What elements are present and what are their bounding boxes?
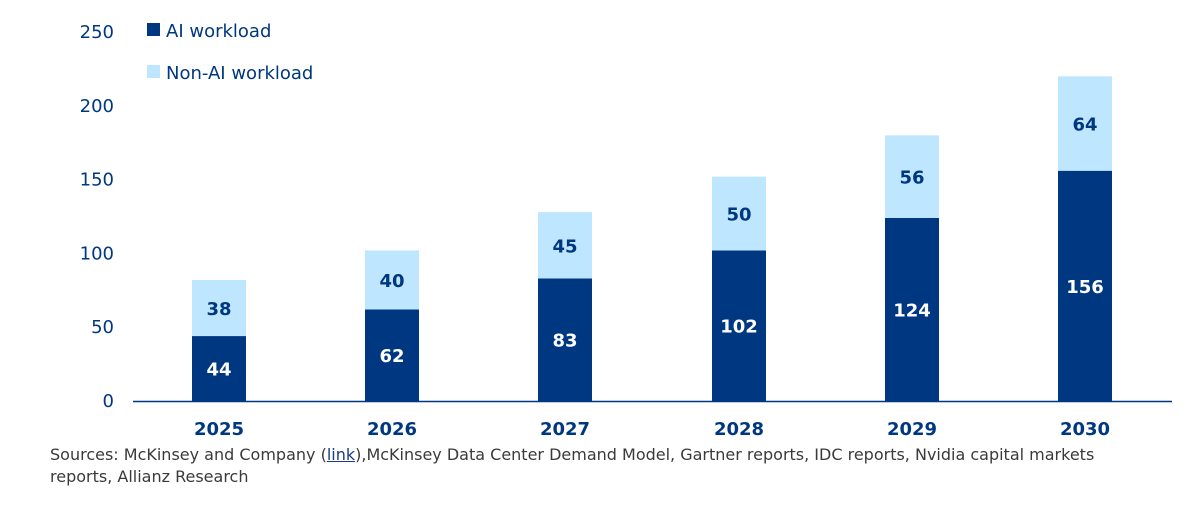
legend-swatch [147, 65, 160, 78]
sources-note: Sources: McKinsey and Company (link),McK… [50, 444, 1160, 488]
data-label-non-ai-workload: 40 [379, 271, 404, 292]
bar-non-ai-workload [1058, 76, 1112, 171]
x-tick-label: 2025 [194, 419, 244, 440]
x-tick-label: 2028 [714, 419, 764, 440]
y-tick-label: 200 [80, 96, 114, 117]
legend-swatch [147, 23, 160, 36]
data-label-ai-workload: 62 [379, 346, 404, 367]
legend-label: AI workload [166, 21, 271, 42]
x-tick-label: 2027 [540, 419, 590, 440]
sources-prefix: Sources: McKinsey and Company ( [50, 445, 327, 464]
bar-non-ai-workload [365, 250, 419, 310]
y-tick-label: 150 [80, 170, 114, 191]
stacked-bar-chart: 0 50 100 150 200 250 44 38 2025 62 40 2026 83 45 2027 1… [80, 21, 1172, 440]
sources-suffix: ),McKinsey Data Center Demand Model, Gar… [50, 445, 1095, 486]
data-label-non-ai-workload: 56 [899, 168, 924, 189]
y-tick-label: 50 [91, 317, 114, 338]
data-label-ai-workload: 102 [720, 317, 758, 338]
bar-ai-workload [365, 309, 419, 401]
x-tick-label: 2029 [887, 419, 937, 440]
bar-ai-workload [192, 336, 246, 401]
data-label-ai-workload: 83 [552, 331, 577, 352]
y-tick-label: 0 [103, 391, 114, 412]
bar-non-ai-workload [712, 176, 766, 251]
bar-ai-workload [885, 217, 939, 401]
bar-ai-workload [538, 278, 592, 401]
y-tick-label: 100 [80, 243, 114, 264]
data-label-ai-workload: 156 [1066, 277, 1104, 298]
y-tick-label: 250 [80, 22, 114, 43]
data-label-non-ai-workload: 64 [1072, 115, 1097, 136]
data-label-ai-workload: 44 [206, 360, 231, 381]
data-label-non-ai-workload: 38 [206, 299, 231, 320]
data-label-ai-workload: 124 [893, 300, 931, 321]
data-label-non-ai-workload: 45 [552, 236, 577, 257]
x-tick-label: 2030 [1060, 419, 1110, 440]
sources-link[interactable]: link [326, 445, 356, 464]
bar-ai-workload [1058, 170, 1112, 401]
legend-label: Non-AI workload [166, 63, 313, 84]
data-label-non-ai-workload: 50 [726, 205, 751, 226]
bar-non-ai-workload [538, 212, 592, 279]
bar-non-ai-workload [885, 135, 939, 218]
x-tick-label: 2026 [367, 419, 417, 440]
bar-non-ai-workload [192, 279, 246, 337]
bar-ai-workload [712, 250, 766, 401]
